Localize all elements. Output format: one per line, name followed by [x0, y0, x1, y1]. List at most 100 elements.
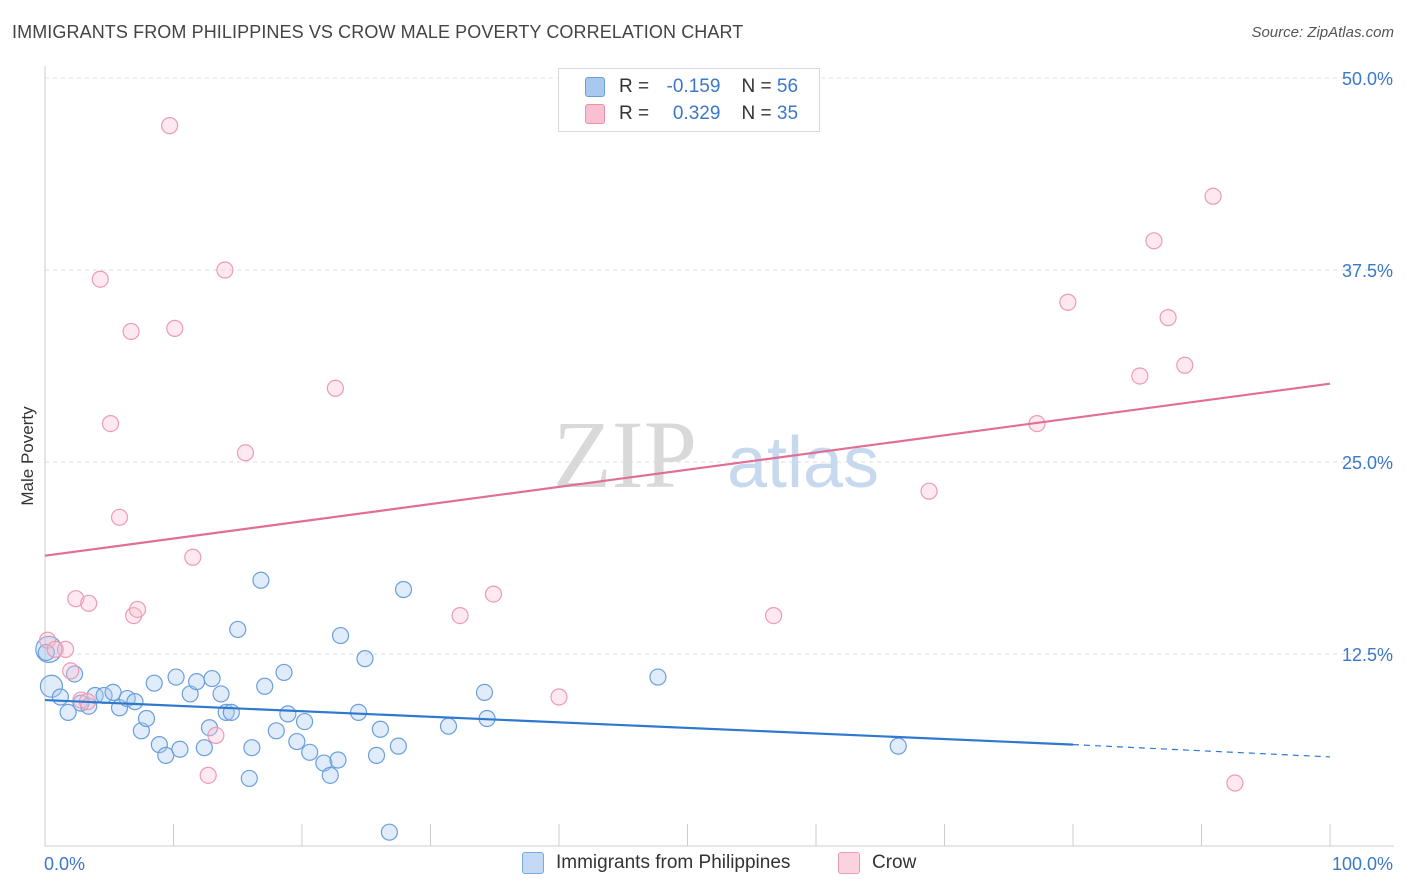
point-philippines [279, 705, 297, 723]
axes [44, 66, 1394, 847]
point-philippines [367, 746, 386, 764]
point-philippines [171, 740, 189, 758]
correlation-legend: R = -0.159 N = 56 R = 0.329 N = 35 [558, 68, 820, 132]
point-philippines [37, 643, 55, 662]
point-philippines [243, 739, 261, 757]
point-philippines [212, 685, 230, 703]
point-crow [184, 548, 202, 566]
trend-line-philippines [44, 698, 1074, 746]
point-crow [1176, 356, 1194, 374]
point-crow [326, 379, 345, 397]
point-philippines [240, 769, 258, 788]
point-crow [199, 766, 217, 784]
point-philippines [203, 669, 221, 688]
point-philippines [649, 668, 667, 686]
point-philippines [321, 766, 339, 784]
point-crow [216, 261, 234, 279]
point-philippines [145, 674, 163, 692]
x-tick-label: 100.0% [1332, 854, 1393, 874]
point-crow [128, 600, 147, 619]
point-crow [161, 117, 179, 135]
point-crow [484, 585, 503, 603]
point-crow [67, 590, 85, 608]
point-philippines [222, 703, 240, 721]
legend-label-philippines: Immigrants from Philippines [556, 852, 791, 873]
legend-item-crow[interactable]: Crow [838, 852, 916, 874]
point-philippines [256, 677, 274, 695]
legend-row-crow: R = 0.329 N = 35 [585, 101, 798, 127]
point-philippines [475, 683, 494, 702]
point-philippines [195, 739, 213, 757]
legend-swatch-crow [585, 104, 605, 124]
point-crow [1204, 187, 1222, 205]
legend-n-value: 35 [776, 103, 799, 124]
point-philippines [275, 663, 293, 682]
point-philippines [157, 746, 175, 764]
point-philippines [329, 751, 347, 769]
point-philippines [126, 693, 144, 711]
legend-item-philippines[interactable]: Immigrants from Philippines [522, 852, 790, 874]
point-philippines [389, 737, 407, 755]
point-crow [110, 508, 129, 526]
legend-r-value: 0.329 [672, 103, 721, 124]
point-philippines [229, 620, 247, 639]
trend-line-philippines-extension [1072, 744, 1331, 758]
legend-label-crow: Crow [872, 852, 917, 873]
legend-n-value: 56 [776, 76, 799, 97]
point-crow [1226, 774, 1244, 792]
legend-swatch-philippines [585, 77, 605, 97]
watermark-atlas: atlas [727, 423, 879, 503]
legend-swatch-crow [838, 852, 860, 874]
point-philippines [150, 736, 168, 754]
legend-r-label: R = [619, 76, 650, 97]
y-tick-label: 25.0% [1342, 453, 1393, 473]
point-crow [764, 606, 783, 625]
trend-line-crow [44, 382, 1331, 557]
point-philippines [371, 720, 389, 738]
legend-r-value: -0.159 [666, 76, 721, 97]
point-philippines [51, 688, 70, 706]
point-philippines [252, 571, 270, 589]
y-tick-label: 37.5% [1342, 261, 1393, 281]
point-philippines [439, 717, 458, 735]
y-tick-label: 50.0% [1342, 69, 1393, 89]
point-philippines [39, 674, 64, 698]
point-philippines [889, 737, 907, 755]
point-crow [920, 482, 938, 500]
legend-r-label: R = [619, 103, 650, 124]
point-philippines [356, 650, 374, 668]
point-crow [101, 415, 120, 433]
point-philippines [137, 709, 156, 728]
chart-title: IMMIGRANTS FROM PHILIPPINES VS CROW MALE… [12, 22, 744, 42]
point-crow [236, 444, 255, 462]
point-philippines [380, 823, 398, 841]
legend-n-label: N = [741, 103, 772, 124]
point-crow [1145, 232, 1163, 250]
point-crow [207, 726, 225, 745]
point-crow [72, 691, 90, 709]
source-label: Source: ZipAtlas.com [1251, 24, 1394, 41]
trend-lines [44, 382, 1331, 758]
point-crow [91, 270, 109, 288]
point-philippines [394, 580, 413, 599]
point-philippines [167, 668, 185, 686]
point-crow [56, 640, 75, 658]
point-crow [451, 606, 469, 625]
point-crow [1059, 293, 1077, 311]
legend-n-label: N = [741, 76, 772, 97]
point-crow [166, 319, 184, 337]
y-tick-label: 12.5% [1342, 645, 1393, 665]
watermark-zip: ZIP [553, 401, 697, 508]
point-philippines [301, 743, 319, 761]
tick-labels: 12.5% 25.0% 37.5% 50.0% 0.0% 100.0% [44, 69, 1393, 874]
point-crow [1159, 309, 1177, 327]
point-crow [80, 594, 98, 612]
point-philippines [104, 683, 122, 702]
legend-row-philippines: R = -0.159 N = 56 [585, 74, 798, 100]
point-crow [62, 662, 80, 680]
point-crow [122, 322, 140, 341]
point-philippines [295, 712, 314, 731]
point-philippines [267, 722, 285, 740]
point-crow [550, 688, 568, 706]
